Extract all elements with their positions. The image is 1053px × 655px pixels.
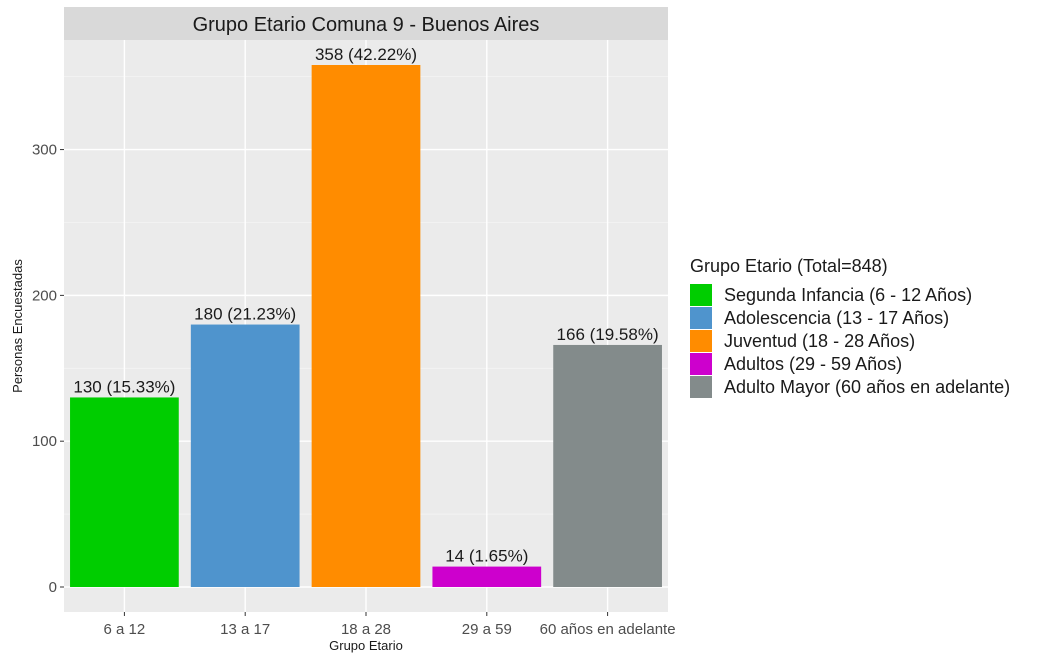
- y-axis-title: Personas Encuestadas: [10, 259, 25, 393]
- chart-title: Grupo Etario Comuna 9 - Buenos Aires: [193, 14, 540, 36]
- x-tick-label: 13 a 17: [220, 621, 270, 638]
- data-label-5: 166 (19.58%): [557, 325, 659, 344]
- title-strip: [64, 7, 668, 40]
- legend-label-1: Segunda Infancia (6 - 12 Años): [724, 285, 972, 305]
- legend-label-4: Adultos (29 - 59 Años): [724, 354, 902, 374]
- legend-key-2: [690, 307, 712, 329]
- x-tick-label: 6 a 12: [104, 621, 146, 638]
- x-axis: 6 a 12 13 a 17 18 a 28 29 a 59 60 años en ad…: [104, 612, 676, 638]
- legend-label-3: Juventud (18 - 28 Años): [724, 331, 915, 351]
- bar-1: [70, 397, 179, 587]
- data-label-1: 130 (15.33%): [73, 377, 175, 396]
- bar-5: [553, 344, 662, 587]
- y-axis: 0 100 200 300: [32, 142, 64, 596]
- legend-key-1: [690, 284, 712, 306]
- y-tick-label: 100: [32, 433, 57, 450]
- bar-3: [311, 65, 421, 587]
- x-axis-title: Grupo Etario: [329, 638, 403, 653]
- legend-key-3: [690, 330, 712, 352]
- x-tick-label: 60 años en adelante: [540, 621, 676, 638]
- legend-key-5: [690, 376, 712, 398]
- x-tick-label: 18 a 28: [341, 621, 391, 638]
- data-label-3: 358 (42.22%): [315, 45, 417, 64]
- legend-title: Grupo Etario (Total=848): [690, 256, 888, 276]
- bars: [70, 65, 662, 587]
- legend-label-5: Adulto Mayor (60 años en adelante): [724, 377, 1010, 397]
- legend-key-4: [690, 353, 712, 375]
- data-labels: 130 (15.33%) 180 (21.23%) 358 (42.22%) 14 (…: [73, 45, 658, 566]
- bar-4: [432, 566, 542, 587]
- legend-label-2: Adolescencia (13 - 17 Años): [724, 308, 949, 328]
- y-tick-label: 300: [32, 142, 57, 159]
- legend: Grupo Etario (Total=848) Segunda Infanci…: [690, 256, 1010, 398]
- data-label-4: 14 (1.65%): [445, 547, 528, 566]
- data-label-2: 180 (21.23%): [194, 305, 296, 324]
- y-tick-label: 0: [49, 579, 57, 596]
- bar-2: [190, 324, 300, 587]
- y-tick-label: 200: [32, 287, 57, 304]
- x-tick-label: 29 a 59: [462, 621, 512, 638]
